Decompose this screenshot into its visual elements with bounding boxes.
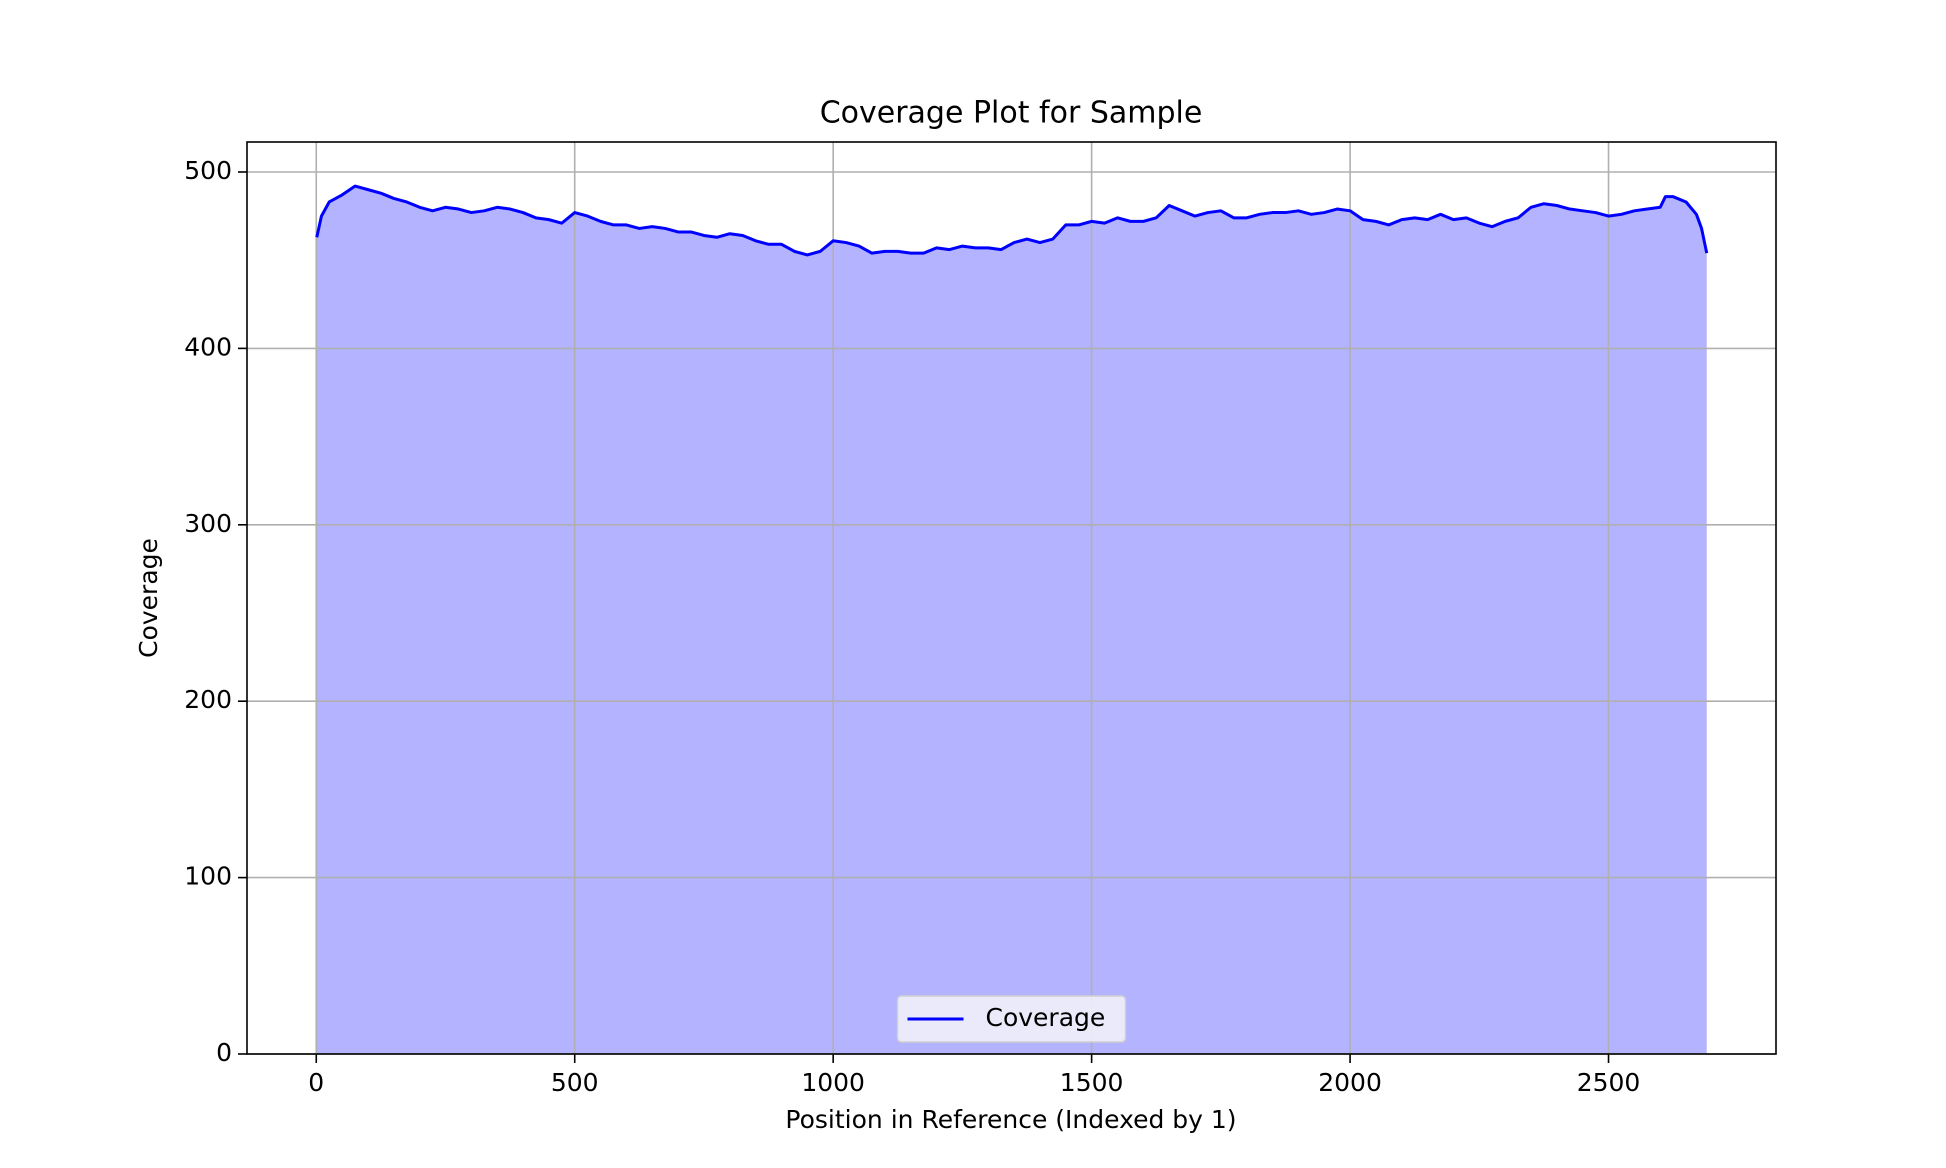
x-tick-label: 1000: [801, 1068, 865, 1097]
x-axis-label: Position in Reference (Indexed by 1): [785, 1105, 1236, 1134]
plot-frame: [246, 141, 1777, 1055]
y-tick-label: 400: [184, 332, 232, 361]
y-axis-label: Coverage: [134, 538, 163, 658]
area-fill: [316, 186, 1707, 1055]
y-tick-label: 100: [184, 862, 232, 891]
x-tick-label: 1500: [1060, 1068, 1124, 1097]
legend-box: [896, 995, 1127, 1043]
coverage-line: [315, 184, 1709, 257]
y-tick-label: 500: [184, 156, 232, 185]
legend-label: Coverage: [986, 1003, 1106, 1032]
y-tick-label: 200: [184, 685, 232, 714]
x-tick-label: 500: [551, 1068, 599, 1097]
chart-title: Coverage Plot for Sample: [820, 96, 1203, 131]
x-tick-label: 2500: [1577, 1068, 1641, 1097]
y-tick-label: 300: [184, 509, 232, 538]
y-tick-label: 0: [216, 1038, 232, 1067]
x-tick-label: 0: [308, 1068, 324, 1097]
x-tick-label: 2000: [1318, 1068, 1382, 1097]
